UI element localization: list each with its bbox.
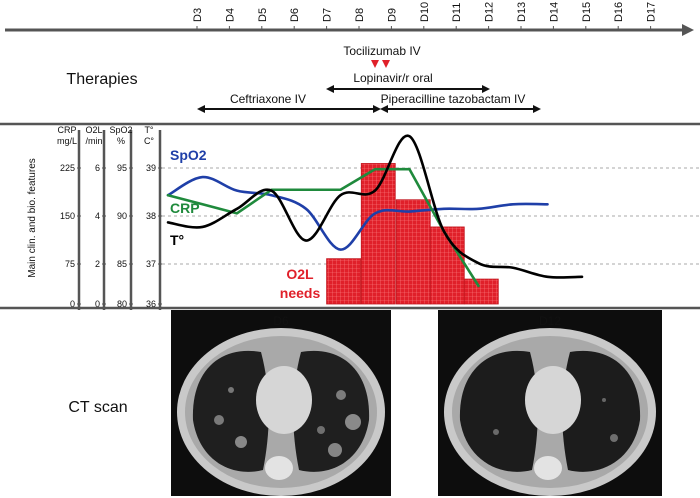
scale-axis-unit: /min bbox=[85, 136, 102, 146]
ct-scan-d6-label: D6 bbox=[273, 314, 289, 328]
scale-axis-header: CRP bbox=[57, 125, 76, 135]
scale-axis-tick-label: 39 bbox=[146, 163, 156, 173]
therapy-ceftriaxone: Ceftriaxone IV bbox=[197, 92, 381, 113]
therapy-ceftriaxone-label: Ceftriaxone IV bbox=[230, 92, 306, 106]
scale-axis-tick-label: 225 bbox=[60, 163, 75, 173]
therapy-piperacilline-label: Piperacilline tazobactam IV bbox=[381, 92, 526, 106]
series-line-t bbox=[166, 134, 584, 279]
scale-axis-tick-label: 37 bbox=[146, 259, 156, 269]
temp-series-label: T° bbox=[170, 232, 184, 248]
day-tick-label: D5 bbox=[257, 8, 269, 22]
ct-scan-d12-image bbox=[444, 328, 656, 496]
ct-scan-d6-image bbox=[177, 328, 385, 496]
o2l-bar bbox=[429, 226, 465, 305]
day-axis bbox=[5, 24, 694, 36]
scale-axis-header: SpO2 bbox=[109, 125, 132, 135]
therapy-tocilizumab: Tocilizumab IV bbox=[343, 44, 421, 68]
scale-axis-tick-label: 95 bbox=[117, 163, 127, 173]
scale-axis-tick-label: 6 bbox=[95, 163, 100, 173]
day-tick-label: D13 bbox=[516, 2, 528, 22]
scale-axis-tick-label: 4 bbox=[95, 211, 100, 221]
scale-axis-tick-label: 0 bbox=[95, 299, 100, 309]
scale-axis-unit: % bbox=[117, 136, 125, 146]
day-ticks: D3 D4 D5 D6 D7 D8 D9 D10 D11 D12 D13 D14 D15 D16 D17 bbox=[192, 2, 658, 30]
scale-axis-tick-label: 85 bbox=[117, 259, 127, 269]
scale-axis-tick-label: 38 bbox=[146, 211, 156, 221]
ct-scan-d12: D12 bbox=[438, 310, 662, 496]
o2l-bars bbox=[326, 163, 499, 305]
o2l-bar bbox=[326, 258, 362, 305]
spo2-series-label: SpO2 bbox=[170, 147, 207, 163]
scale-axis-tick-label: 0 bbox=[70, 299, 75, 309]
ct-scan-title: CT scan bbox=[68, 399, 127, 416]
scale-axis-tick-label: 150 bbox=[60, 211, 75, 221]
day-tick-label: D14 bbox=[548, 2, 560, 22]
day-tick-label: D11 bbox=[451, 3, 463, 22]
day-tick-label: D10 bbox=[419, 2, 431, 22]
series-lines bbox=[166, 134, 584, 288]
day-tick-label: D6 bbox=[289, 8, 301, 22]
o2l-series-label-line2: needs bbox=[280, 285, 321, 301]
scale-axis-header: O2L bbox=[85, 125, 102, 135]
tocilizumab-dose-marker-1 bbox=[371, 60, 379, 68]
therapy-tocilizumab-label: Tocilizumab IV bbox=[343, 44, 420, 58]
day-tick-label: D3 bbox=[192, 8, 204, 22]
scale-axis-tick-label: 90 bbox=[117, 211, 127, 221]
tocilizumab-dose-marker-2 bbox=[382, 60, 390, 68]
day-tick-label: D15 bbox=[581, 2, 593, 22]
series-line-crp bbox=[166, 167, 480, 288]
day-tick-label: D8 bbox=[354, 8, 366, 22]
scale-axis-tick-label: 36 bbox=[146, 299, 156, 309]
series-line-spo2 bbox=[166, 175, 549, 251]
scale-axis-unit: C° bbox=[144, 136, 154, 146]
o2l-bar bbox=[395, 199, 431, 305]
crp-series-label: CRP bbox=[170, 200, 200, 216]
scale-axis-unit: mg/L bbox=[57, 136, 77, 146]
scale-axis-header: T° bbox=[144, 125, 153, 135]
day-tick-label: D17 bbox=[646, 2, 658, 22]
day-tick-label: D16 bbox=[613, 2, 625, 22]
therapy-piperacilline: Piperacilline tazobactam IV bbox=[380, 92, 541, 113]
ct-scan-d6: D6 bbox=[171, 310, 391, 496]
day-tick-label: D9 bbox=[386, 8, 398, 22]
day-tick-label: D12 bbox=[484, 2, 496, 22]
scale-axis-tick-label: 2 bbox=[95, 259, 100, 269]
o2l-bar bbox=[463, 278, 499, 305]
scale-axis-tick-label: 80 bbox=[117, 299, 127, 309]
day-tick-label: D4 bbox=[224, 8, 236, 22]
therapy-lopinavir: Lopinavir/r oral bbox=[326, 71, 490, 93]
ct-scan-d12-label: D12 bbox=[538, 314, 561, 328]
o2l-series-label-line1: O2L bbox=[286, 266, 314, 282]
day-tick-label: D7 bbox=[322, 8, 334, 22]
therapies-title: Therapies bbox=[66, 71, 137, 88]
therapy-lopinavir-label: Lopinavir/r oral bbox=[353, 71, 432, 85]
scale-axis-tick-label: 75 bbox=[65, 259, 75, 269]
y-axis-title: Main clin. and bio. features bbox=[27, 158, 38, 278]
